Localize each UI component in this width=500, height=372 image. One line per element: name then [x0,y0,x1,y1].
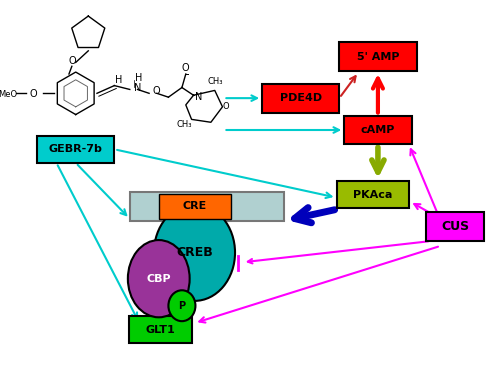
Text: CH₃: CH₃ [176,120,192,129]
Text: PKAca: PKAca [354,190,393,200]
Text: CREB: CREB [176,246,213,259]
Bar [426,212,484,241]
Text: 5' AMP: 5' AMP [356,52,399,62]
Text: H: H [114,75,122,85]
Text: PDE4D: PDE4D [280,93,322,103]
Bar [262,84,340,113]
Ellipse shape [154,204,235,301]
Ellipse shape [128,240,190,317]
Text: O: O [153,86,160,96]
Text: P: P [178,301,186,311]
Text: GEBR-7b: GEBR-7b [49,144,102,154]
Bar [130,316,192,343]
Text: N: N [134,83,141,93]
Text: CH₃: CH₃ [207,77,222,86]
Bar [337,181,409,208]
Text: cAMP: cAMP [360,125,395,135]
Text: CRE: CRE [183,201,207,211]
Text: MeO: MeO [0,90,18,99]
Text: O: O [182,63,190,73]
Text: H: H [135,73,142,83]
Bar [37,136,115,163]
Text: O: O [30,89,37,99]
Text: O: O [222,102,229,111]
Text: CBP: CBP [146,274,171,284]
Text: CUS: CUS [441,220,469,233]
Text: O: O [68,57,76,67]
Text: N: N [196,92,203,102]
Text: GLT1: GLT1 [146,325,176,335]
Ellipse shape [168,290,196,321]
Bar [159,194,231,219]
Bar [340,42,416,71]
Bar [344,116,412,144]
Bar [130,192,284,221]
